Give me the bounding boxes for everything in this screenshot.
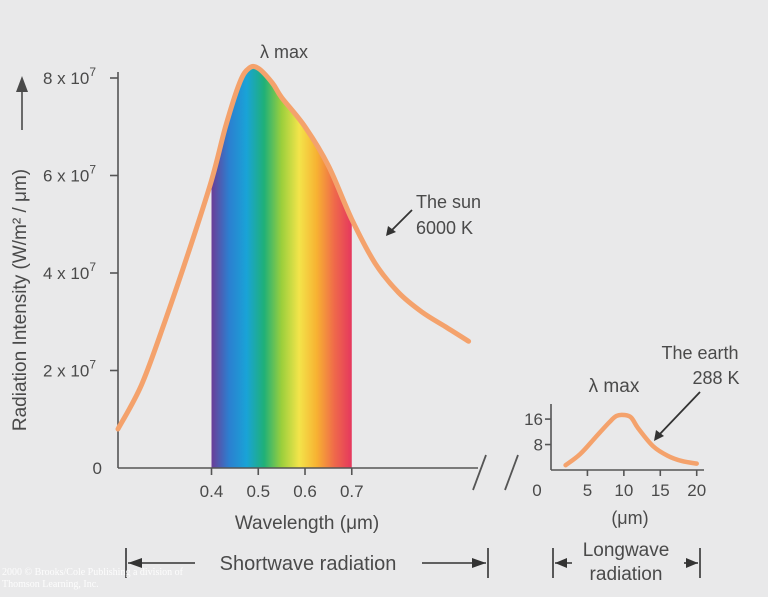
y-tick-exponent: 7 <box>89 260 96 274</box>
x-tick-label: 0.5 <box>246 482 270 501</box>
longwave-label-line1: Longwave <box>583 540 670 561</box>
y-tick-label: 4 x 107 <box>43 260 96 283</box>
sun-pointer-arrow <box>386 209 413 236</box>
y-tick-exponent: 7 <box>89 358 96 372</box>
shortwave-label: Shortwave radiation <box>220 553 397 575</box>
x-tick-label: 0.6 <box>293 482 317 501</box>
earth-x-tick-label: 0 <box>532 481 541 500</box>
earth-y-tick-label: 8 <box>534 436 543 455</box>
earth-y-tick-label: 16 <box>524 410 543 429</box>
y-tick-exponent: 7 <box>89 65 96 79</box>
earth-x-tick-label: 10 <box>614 481 633 500</box>
sun-curve <box>115 63 472 432</box>
visible-spectrum-fill <box>211 66 352 468</box>
x-tick-label: 0.4 <box>200 482 224 501</box>
sun-label: The sun <box>416 192 481 212</box>
earth-x-tick-label: 15 <box>651 481 670 500</box>
axis-break <box>472 454 519 491</box>
sun-temp-label: 6000 K <box>416 218 473 238</box>
x-axis-label: Wavelength (μm) <box>235 513 379 534</box>
y-tick-label: 8 x 107 <box>43 65 96 88</box>
y-axis-arrow <box>16 76 28 130</box>
earth-x-tick-label: 5 <box>583 481 592 500</box>
earth-x-axis-label: (μm) <box>611 508 648 528</box>
y-axis-label: Radiation Intensity (W/m² / μm) <box>10 169 31 431</box>
copyright-notice: 2000 © Brooks/Cole Publishing a division… <box>2 567 183 590</box>
earth-axes <box>545 404 704 476</box>
x-tick-labels: 0.4 0.5 0.6 0.7 <box>200 482 364 501</box>
y-tick-label: 6 x 107 <box>43 163 96 186</box>
longwave-label-line2: radiation <box>590 564 663 585</box>
earth-y-tick-labels: 168 <box>524 410 543 454</box>
earth-x-tick-labels: 0 5 10 15 20 <box>532 481 706 500</box>
longwave-bracket <box>552 548 701 578</box>
earth-label: The earth <box>661 343 738 363</box>
main-axes <box>110 72 478 475</box>
spectrum-band <box>211 66 352 468</box>
earth-pointer-arrow <box>654 391 701 441</box>
y-tick-labels: 0 2 x 107 4 x 107 6 x 107 8 x 107 <box>43 65 102 478</box>
y-tick-exponent: 7 <box>89 163 96 177</box>
earth-x-tick-label: 20 <box>687 481 706 500</box>
earth-curve <box>563 412 699 468</box>
earth-peak-label: λ max <box>589 376 640 397</box>
y-tick-label: 0 <box>93 459 102 478</box>
shortwave-bracket <box>125 548 489 578</box>
x-tick-label: 0.7 <box>340 482 364 501</box>
earth-temp-label: 288 K <box>692 368 739 388</box>
sun-peak-label: λ max <box>260 42 308 62</box>
y-tick-label: 2 x 107 <box>43 358 96 381</box>
